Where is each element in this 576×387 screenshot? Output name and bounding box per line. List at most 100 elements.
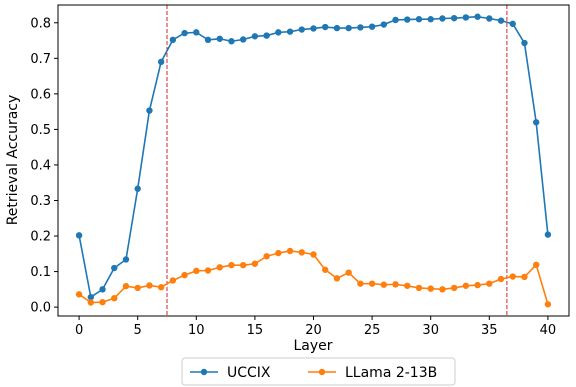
data-point [392,281,399,288]
data-point [439,286,446,293]
x-tick-label: 10 [188,323,205,338]
y-tick-label: 0.0 [30,301,51,316]
y-axis-label: Retrieval Accuracy [5,95,21,226]
x-tick-label: 40 [540,323,557,338]
data-point [462,282,470,289]
data-point [368,23,376,30]
data-point [310,251,317,258]
data-point [427,16,434,23]
data-point [204,36,212,44]
legend: UCCIX LLama 2-13B [181,357,456,386]
data-point [521,273,528,281]
data-point [286,247,294,255]
data-point [193,29,200,36]
data-point [392,16,399,24]
data-point [87,293,95,301]
data-point [368,280,376,287]
y-tick-label: 0.1 [30,265,51,280]
data-point [404,16,411,23]
data-point [275,29,282,36]
x-tick-label: 30 [422,323,439,338]
data-point [439,15,446,22]
data-point [157,58,165,66]
data-point [497,17,505,24]
data-point [380,281,388,288]
data-point [357,280,364,287]
data-point [122,282,130,290]
data-point [345,269,352,276]
y-tick-label: 0.4 [30,158,51,173]
series-group [75,13,552,308]
data-point [193,267,200,275]
data-point [497,275,505,283]
data-point [228,261,235,269]
data-point [263,253,270,260]
data-point [310,25,317,32]
data-point [298,249,305,256]
data-point [521,39,528,47]
x-axis-label: Layer [293,338,332,354]
y-tick-label: 0.5 [30,123,51,138]
x-tick-label: 5 [134,323,142,338]
data-point [462,14,470,21]
data-point [544,231,552,238]
data-point [415,16,423,23]
y-tick-label: 0.7 [30,52,51,67]
x-tick-label: 0 [75,323,83,338]
data-point [75,291,83,298]
data-point [239,261,247,269]
data-point [87,299,95,306]
data-point [486,15,493,22]
data-point [380,21,388,28]
data-point [111,295,118,302]
data-point [427,285,434,292]
data-point [99,286,106,293]
data-point [286,28,294,35]
x-tick-label: 25 [364,323,381,338]
data-point [474,281,481,289]
data-point [450,284,458,292]
data-point [345,24,352,32]
data-point [532,261,540,269]
data-point [216,264,223,271]
data-point [181,271,188,279]
data-point [134,185,141,192]
series-2 [75,247,552,308]
data-point [251,33,259,40]
data-point [146,107,153,114]
legend-swatch-marker [200,368,208,376]
data-point [415,284,423,292]
data-point [544,301,552,308]
plot-frame [57,4,570,317]
data-point [228,38,235,45]
data-point [204,267,212,274]
series-1 [75,13,552,301]
data-point [474,13,481,20]
data-point [122,256,130,263]
data-point [322,266,329,273]
data-point [357,24,364,31]
series-line [78,250,549,305]
data-point [239,36,247,43]
y-axis-ticks: 0.0 0.1 0.2 0.3 0.4 0.5 0.6 0.7 0.8 [30,16,58,316]
data-point [75,232,83,239]
data-point [157,284,165,291]
data-point [333,275,341,282]
data-point [450,14,458,22]
data-point [404,282,411,289]
data-point [509,20,516,28]
data-point [532,119,540,126]
reference-lines [166,5,508,316]
legend-label: UCCIX [227,365,271,381]
data-point [169,277,177,284]
data-point [486,280,493,287]
x-tick-label: 15 [247,323,264,338]
x-tick-label: 35 [481,323,498,338]
data-point [275,249,282,257]
data-point [509,273,516,280]
y-tick-label: 0.6 [30,87,51,102]
x-tick-label: 20 [305,323,322,338]
legend-item-1: UCCIX [190,365,271,381]
